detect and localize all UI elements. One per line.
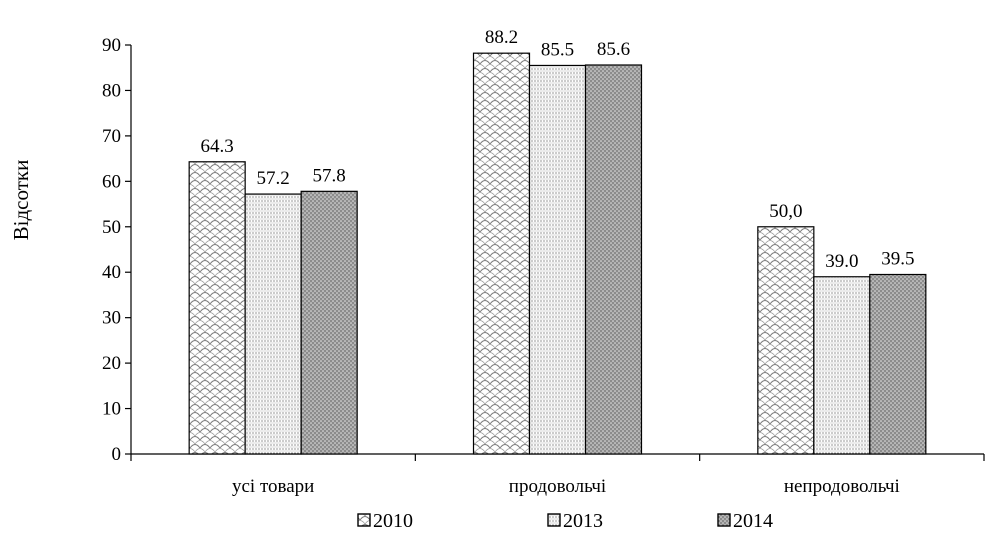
bar-2013-3 (813, 276, 871, 455)
y-tick-label: 0 (112, 444, 122, 465)
y-tick-label: 70 (102, 126, 121, 147)
bar-2010-1 (188, 161, 246, 455)
y-tick-label: 40 (102, 262, 121, 283)
category-label: продовольчі (509, 476, 606, 497)
data-label: 88.2 (485, 27, 518, 48)
y-tick-label: 30 (102, 308, 121, 329)
axes: 0 10 20 30 40 50 60 70 80 90 (102, 35, 985, 465)
legend-swatch-2013 (547, 513, 561, 527)
data-label: 39.0 (825, 251, 858, 272)
bar-2013-2 (528, 64, 587, 455)
data-label: 39.5 (881, 248, 914, 269)
category-label: усі товари (232, 476, 314, 497)
data-label: 57.8 (313, 165, 346, 186)
legend-label: 2013 (563, 510, 603, 532)
category-label: непродовольчі (784, 476, 900, 497)
data-label: 50,0 (769, 201, 802, 222)
y-axis-label: Відсотки (9, 160, 33, 241)
y-tick-label: 10 (102, 399, 121, 420)
y-tick-label: 20 (102, 353, 121, 374)
bar-2014-1 (300, 190, 358, 455)
data-label: 85.6 (597, 39, 630, 60)
legend-swatch-2014 (717, 513, 731, 527)
data-label: 57.2 (257, 168, 290, 189)
legend-swatch-2010 (357, 513, 371, 527)
bars: 64.3 57.2 57.8 усі товари 88.2 85.5 85.6 продов… (188, 27, 927, 497)
bar-2014-2 (584, 64, 643, 455)
data-label: 64.3 (201, 136, 234, 157)
legend-label: 2014 (733, 510, 773, 532)
legend-label: 2010 (373, 510, 413, 532)
y-tick-label: 50 (102, 217, 121, 238)
bar-2013-1 (244, 193, 302, 455)
y-tick-label: 80 (102, 80, 121, 101)
y-tick-label: 90 (102, 35, 121, 56)
y-tick-label: 60 (102, 171, 121, 192)
bar-2010-2 (472, 52, 531, 455)
data-label: 85.5 (541, 39, 574, 60)
bar-2014-3 (869, 273, 927, 455)
bar-2010-3 (757, 226, 815, 455)
legend: 2010 2013 2014 (357, 510, 773, 532)
